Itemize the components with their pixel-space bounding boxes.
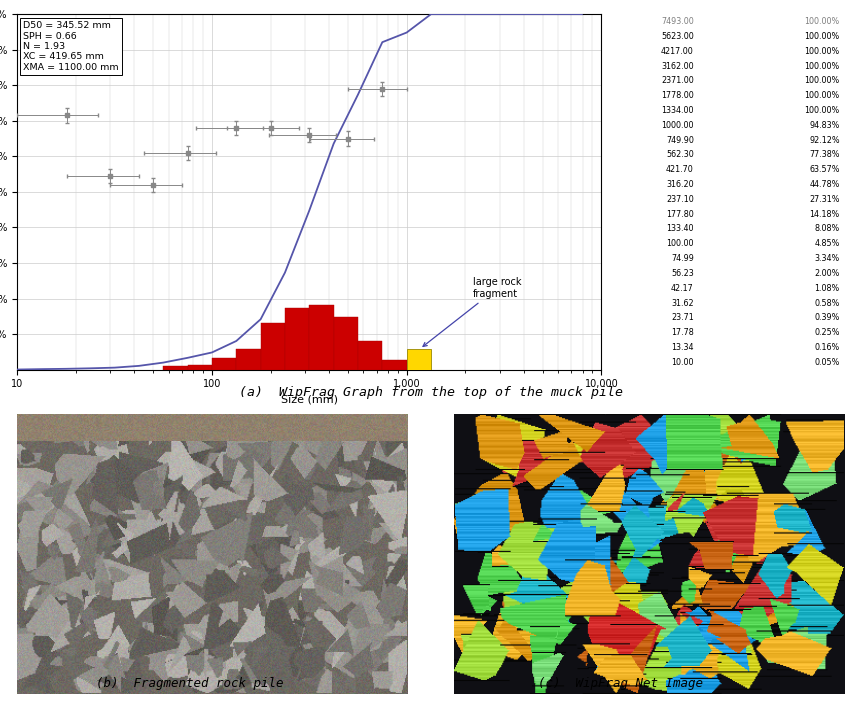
- Text: 100.00%: 100.00%: [803, 47, 839, 56]
- Text: 100.00%: 100.00%: [803, 32, 839, 41]
- Text: 1000.00: 1000.00: [660, 121, 693, 130]
- Text: 100.00%: 100.00%: [803, 17, 839, 26]
- Bar: [382, 360, 406, 370]
- Text: 421.70: 421.70: [666, 165, 693, 174]
- Text: 3.34%: 3.34%: [814, 254, 839, 263]
- Text: 4217.00: 4217.00: [660, 47, 693, 56]
- Text: 4.85%: 4.85%: [814, 239, 839, 249]
- Text: 63.57%: 63.57%: [808, 165, 839, 174]
- Text: 1778.00: 1778.00: [660, 91, 693, 100]
- Bar: [260, 323, 285, 370]
- Bar: [285, 307, 309, 370]
- Text: 177.80: 177.80: [666, 210, 693, 219]
- Text: 749.90: 749.90: [666, 135, 693, 144]
- Text: 2371.00: 2371.00: [660, 76, 693, 86]
- Bar: [188, 365, 212, 370]
- Text: 0.05%: 0.05%: [814, 358, 839, 367]
- Bar: [333, 317, 357, 370]
- Text: 562.30: 562.30: [666, 150, 693, 159]
- Text: 7493.00: 7493.00: [660, 17, 693, 26]
- Text: 23.71: 23.71: [671, 314, 693, 322]
- Text: 2.00%: 2.00%: [814, 269, 839, 278]
- Text: 5623.00: 5623.00: [660, 32, 693, 41]
- Text: (a)  WipFrag Graph from the top of the muck pile: (a) WipFrag Graph from the top of the mu…: [238, 386, 623, 399]
- Text: 316.20: 316.20: [666, 180, 693, 189]
- Text: 94.83%: 94.83%: [808, 121, 839, 130]
- Bar: [309, 305, 333, 370]
- Text: 0.25%: 0.25%: [814, 329, 839, 337]
- Text: 14.18%: 14.18%: [808, 210, 839, 219]
- Text: 100.00: 100.00: [666, 239, 693, 249]
- Text: 133.40: 133.40: [666, 224, 693, 234]
- Text: 0.16%: 0.16%: [814, 343, 839, 352]
- Text: 10.00: 10.00: [671, 358, 693, 367]
- Text: (b)  Fragmented rock pile: (b) Fragmented rock pile: [96, 678, 283, 690]
- Bar: [236, 349, 260, 370]
- Text: D50 = 345.52 mm
SPH = 0.66
N = 1.93
XC = 419.65 mm
XMA = 1100.00 mm: D50 = 345.52 mm SPH = 0.66 N = 1.93 XC =…: [23, 21, 119, 72]
- Text: (c)  WipFrag Net Image: (c) WipFrag Net Image: [537, 678, 703, 690]
- Text: 8.08%: 8.08%: [814, 224, 839, 234]
- X-axis label: Size (mm): Size (mm): [281, 395, 338, 405]
- Text: 1334.00: 1334.00: [660, 106, 693, 115]
- Text: 92.12%: 92.12%: [808, 135, 839, 144]
- Text: 0.58%: 0.58%: [814, 299, 839, 307]
- Bar: [163, 367, 188, 370]
- Text: large rock
fragment: large rock fragment: [423, 277, 521, 346]
- Text: 77.38%: 77.38%: [808, 150, 839, 159]
- Text: 74.99: 74.99: [670, 254, 693, 263]
- Text: 17.78: 17.78: [671, 329, 693, 337]
- Text: 27.31%: 27.31%: [808, 195, 839, 204]
- Text: 100.00%: 100.00%: [803, 91, 839, 100]
- Text: 100.00%: 100.00%: [803, 62, 839, 71]
- Bar: [406, 349, 430, 370]
- Bar: [357, 341, 382, 370]
- Text: 31.62: 31.62: [671, 299, 693, 307]
- Text: 3162.00: 3162.00: [660, 62, 693, 71]
- Text: 0.39%: 0.39%: [814, 314, 839, 322]
- Text: 1.08%: 1.08%: [814, 284, 839, 292]
- Text: 100.00%: 100.00%: [803, 106, 839, 115]
- Text: 100.00%: 100.00%: [803, 76, 839, 86]
- Text: 13.34: 13.34: [671, 343, 693, 352]
- Text: 237.10: 237.10: [666, 195, 693, 204]
- Bar: [212, 358, 236, 370]
- Text: 56.23: 56.23: [671, 269, 693, 278]
- Text: 42.17: 42.17: [671, 284, 693, 292]
- Text: 44.78%: 44.78%: [808, 180, 839, 189]
